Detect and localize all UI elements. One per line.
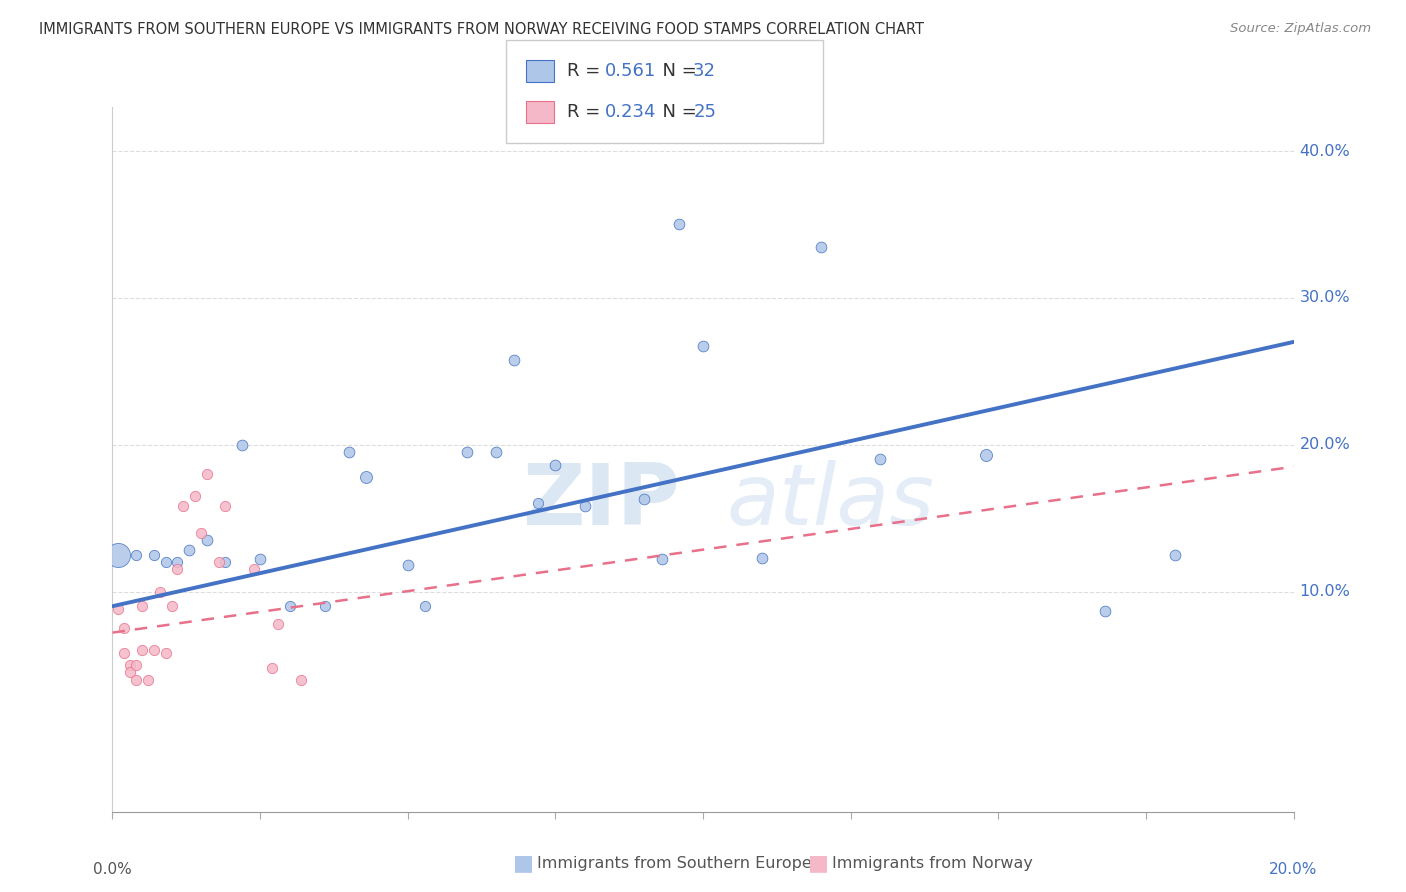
Point — [120, 665, 142, 680]
Point — [290, 673, 312, 687]
Point — [810, 239, 832, 253]
Text: Immigrants from Southern Europe: Immigrants from Southern Europe — [537, 856, 811, 871]
Point — [184, 489, 207, 503]
Point — [214, 500, 236, 514]
Point — [112, 646, 135, 660]
Point — [1094, 604, 1116, 618]
Text: N =: N = — [651, 103, 703, 121]
Point — [503, 352, 526, 367]
Point — [668, 218, 690, 232]
Point — [651, 552, 673, 566]
Point — [208, 555, 231, 569]
Point — [231, 438, 253, 452]
Text: 25: 25 — [693, 103, 716, 121]
Text: Immigrants from Norway: Immigrants from Norway — [832, 856, 1033, 871]
Point — [142, 548, 165, 562]
Point — [131, 599, 153, 614]
Point — [356, 470, 378, 484]
Point — [166, 555, 188, 569]
Point — [249, 552, 271, 566]
Point — [243, 562, 266, 576]
Point — [125, 673, 148, 687]
Point — [633, 491, 655, 506]
Point — [142, 643, 165, 657]
Point — [112, 621, 135, 635]
Point — [136, 673, 159, 687]
Point — [337, 445, 360, 459]
Point — [160, 599, 183, 614]
Text: 30.0%: 30.0% — [1299, 291, 1350, 305]
Point — [107, 548, 129, 562]
Point — [155, 646, 177, 660]
Point — [267, 616, 290, 631]
Point — [155, 555, 177, 569]
Point — [125, 548, 148, 562]
Text: 20.0%: 20.0% — [1299, 437, 1350, 452]
Point — [195, 467, 218, 481]
Point — [976, 448, 998, 462]
Point — [107, 602, 129, 616]
Text: 0.234: 0.234 — [605, 103, 657, 121]
Point — [869, 452, 891, 467]
Point — [195, 533, 218, 548]
Text: Source: ZipAtlas.com: Source: ZipAtlas.com — [1230, 22, 1371, 36]
Text: 20.0%: 20.0% — [1270, 863, 1317, 878]
Text: 32: 32 — [693, 62, 716, 79]
Point — [415, 599, 437, 614]
Text: IMMIGRANTS FROM SOUTHERN EUROPE VS IMMIGRANTS FROM NORWAY RECEIVING FOOD STAMPS : IMMIGRANTS FROM SOUTHERN EUROPE VS IMMIG… — [39, 22, 924, 37]
Point — [214, 555, 236, 569]
Point — [574, 500, 596, 514]
Point — [131, 643, 153, 657]
Text: 0.0%: 0.0% — [93, 863, 132, 878]
Point — [120, 657, 142, 672]
Point — [172, 500, 194, 514]
Point — [396, 558, 419, 573]
Point — [166, 562, 188, 576]
Point — [125, 657, 148, 672]
Point — [260, 661, 283, 675]
Point — [278, 599, 301, 614]
Text: 0.561: 0.561 — [605, 62, 655, 79]
Point — [751, 550, 773, 565]
Text: R =: R = — [567, 62, 606, 79]
Point — [190, 525, 212, 540]
Text: ■: ■ — [513, 854, 534, 873]
Point — [544, 458, 567, 473]
Point — [485, 445, 508, 459]
Text: ZIP: ZIP — [522, 460, 679, 543]
Point — [1164, 548, 1187, 562]
Point — [314, 599, 336, 614]
Text: atlas: atlas — [727, 460, 935, 543]
Point — [179, 543, 201, 558]
Text: R =: R = — [567, 103, 606, 121]
Point — [456, 445, 478, 459]
Point — [149, 584, 172, 599]
Text: ■: ■ — [808, 854, 830, 873]
Text: 10.0%: 10.0% — [1299, 584, 1350, 599]
Text: 40.0%: 40.0% — [1299, 144, 1350, 159]
Point — [526, 496, 548, 510]
Point — [692, 339, 714, 353]
Text: N =: N = — [651, 62, 703, 79]
